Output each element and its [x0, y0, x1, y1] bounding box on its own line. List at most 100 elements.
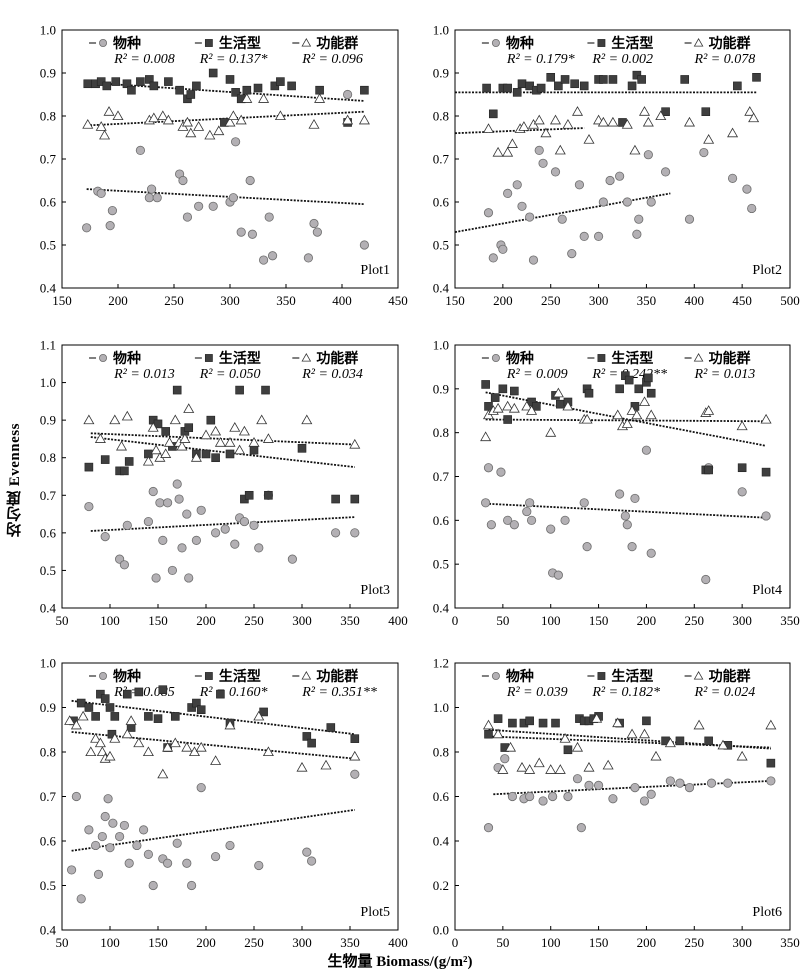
data-point: [91, 712, 100, 721]
data-point: [67, 865, 77, 875]
legend-marker: [491, 353, 500, 362]
data-point: [122, 79, 132, 89]
data-point: [584, 780, 594, 790]
r2-label: R² = 0.179*: [506, 52, 575, 67]
x-tick-label: 400: [332, 293, 352, 308]
data-point: [256, 414, 268, 425]
data-point: [599, 75, 608, 84]
data-point: [752, 73, 761, 82]
data-point: [238, 425, 250, 436]
data-point: [518, 121, 530, 131]
x-tick-label: 200: [108, 293, 128, 308]
y-tick-label: 0.7: [40, 488, 57, 503]
data-point: [253, 710, 265, 721]
data-point: [727, 173, 738, 183]
data-point: [216, 689, 225, 699]
data-point: [330, 528, 341, 538]
data-point: [307, 738, 316, 748]
r2-label: R² = 0.096: [301, 52, 363, 67]
data-point: [675, 736, 685, 746]
data-point: [225, 449, 235, 459]
x-tick-label: 300: [220, 293, 240, 308]
data-point: [508, 718, 517, 728]
data-point: [184, 573, 194, 583]
data-point: [526, 405, 538, 415]
data-point: [119, 820, 130, 831]
y-tick-label: 0.8: [40, 450, 56, 465]
panel-2: 0.4 0.5 0.6 0.7 0.8 0.9 1.0 150 200 250 300 350 400 4…: [433, 23, 800, 309]
data-point: [549, 114, 562, 125]
data-point: [309, 218, 319, 229]
data-point: [158, 685, 168, 695]
data-point: [488, 109, 498, 119]
data-point: [262, 746, 274, 757]
legend-label: 功能群: [709, 668, 751, 685]
x-tick-label: 300: [292, 613, 312, 628]
data-point: [503, 188, 513, 198]
data-point: [296, 761, 308, 772]
data-point: [349, 438, 361, 449]
data-point: [701, 574, 711, 585]
data-point: [612, 409, 624, 420]
data-point: [481, 380, 490, 389]
plot-frame: [454, 344, 791, 609]
series-3: [83, 403, 361, 466]
data-point: [264, 212, 274, 222]
y-tick-label: 0.7: [40, 152, 57, 167]
data-point: [200, 429, 212, 440]
data-point: [214, 437, 226, 447]
x-tick-label: 100: [541, 935, 561, 950]
data-point: [211, 528, 221, 538]
legend-marker: [301, 38, 312, 47]
data-point: [581, 413, 593, 424]
data-point: [157, 768, 169, 779]
data-point: [637, 75, 646, 84]
data-point: [82, 223, 92, 233]
x-tick-label: 50: [56, 613, 69, 628]
data-point: [142, 746, 154, 757]
y-tick-label: 1.0: [433, 700, 449, 715]
data-point: [675, 778, 685, 788]
data-point: [550, 167, 561, 177]
data-point: [231, 88, 240, 97]
data-point: [646, 388, 656, 398]
y-tick-label: 1.1: [40, 338, 56, 353]
data-point: [303, 253, 313, 263]
data-point: [546, 524, 556, 534]
data-point: [302, 847, 312, 857]
x-tick-label: 300: [589, 293, 609, 308]
series-1: [82, 89, 369, 265]
data-point: [230, 539, 240, 549]
data-point: [744, 106, 756, 116]
data-point: [554, 764, 566, 774]
series-3: [480, 387, 772, 442]
x-tick-label: 200: [637, 613, 657, 628]
data-point: [765, 719, 777, 730]
data-point: [630, 493, 640, 504]
data-point: [766, 776, 776, 786]
legend-marker: [301, 353, 312, 362]
data-point: [259, 707, 268, 717]
data-point: [498, 384, 508, 394]
data-point: [503, 415, 512, 424]
y-tick-label: 0.5: [433, 557, 449, 572]
panel-title: Plot5: [360, 905, 390, 920]
data-point: [194, 201, 204, 211]
data-point: [220, 524, 230, 534]
data-point: [170, 712, 180, 721]
plot-frame: [61, 662, 399, 931]
data-point: [525, 212, 535, 222]
panel-title: Plot4: [752, 583, 782, 598]
data-point: [684, 214, 695, 224]
legend-marker: [491, 39, 500, 48]
data-point: [160, 448, 172, 458]
data-point: [481, 498, 491, 508]
data-point: [584, 388, 594, 398]
data-point: [107, 206, 118, 216]
data-point: [196, 782, 206, 793]
x-tick-label: 300: [732, 935, 752, 950]
data-point: [213, 125, 225, 136]
data-point: [148, 486, 158, 497]
data-point: [661, 107, 670, 116]
r2-label: R² = 0.039: [506, 685, 568, 700]
